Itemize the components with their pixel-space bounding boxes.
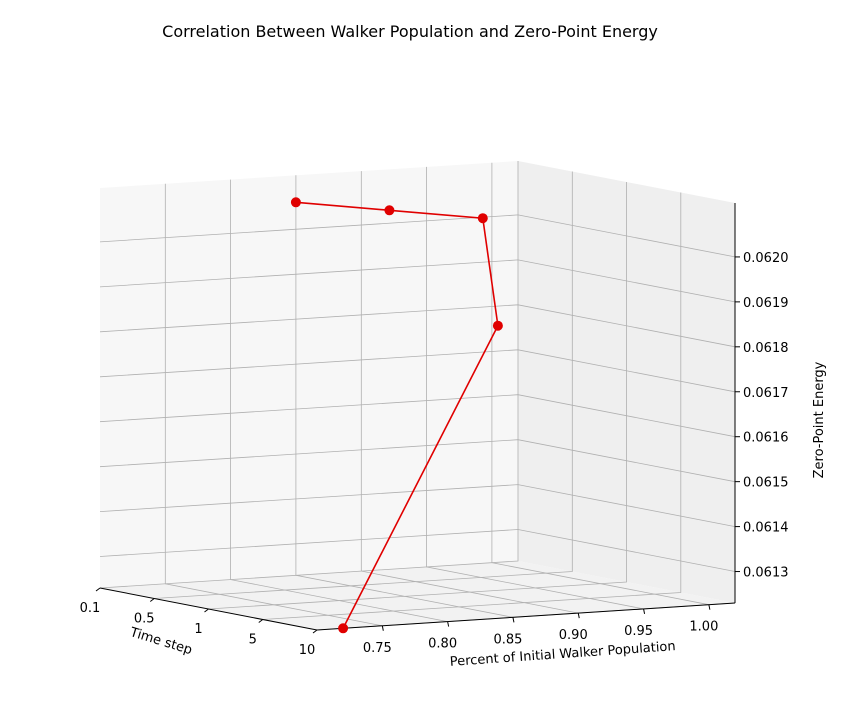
x-tick-label: 10 bbox=[299, 643, 316, 658]
data-point bbox=[338, 623, 349, 634]
x-tick-mark bbox=[258, 619, 264, 623]
z-tick-label: 0.0617 bbox=[743, 386, 789, 401]
back-pane bbox=[100, 161, 518, 588]
data-point bbox=[384, 205, 395, 216]
data-point bbox=[492, 320, 503, 331]
x-tick-mark bbox=[149, 598, 155, 602]
y-axis-line bbox=[316, 602, 736, 631]
z-tick-label: 0.0616 bbox=[743, 431, 789, 446]
z-gridline bbox=[99, 529, 736, 572]
z-gridline bbox=[99, 394, 736, 438]
series-line bbox=[290, 197, 503, 634]
z-tick-label: 0.0619 bbox=[743, 296, 789, 311]
y-tick-label: 0.95 bbox=[624, 624, 653, 639]
x-gridline bbox=[99, 161, 519, 589]
x-tick-mark bbox=[204, 608, 209, 613]
y-tick-label: 0.90 bbox=[559, 628, 588, 643]
z-gridline bbox=[99, 259, 736, 303]
data-point bbox=[290, 197, 301, 208]
x-gridline bbox=[208, 182, 627, 610]
y-tick-label: 0.85 bbox=[493, 632, 522, 647]
z-tick-label: 0.0615 bbox=[743, 476, 789, 491]
x-gridline bbox=[154, 171, 573, 599]
z-tick-label: 0.0620 bbox=[743, 251, 789, 266]
tick-labels: 0.1 0.5 1 5 10 0.75 0.80 0.85 0.90 0.95 1.00 0.0613… bbox=[80, 251, 789, 658]
z-gridline bbox=[99, 349, 736, 393]
x-tick-mark bbox=[312, 629, 318, 634]
x-gridline bbox=[262, 192, 682, 620]
z-gridline bbox=[99, 304, 736, 348]
y-tick-label: 0.80 bbox=[428, 637, 457, 652]
z-gridline bbox=[99, 484, 736, 527]
y-tick-mark bbox=[643, 608, 646, 615]
axes bbox=[95, 203, 740, 634]
y-tick-label: 0.75 bbox=[363, 641, 392, 656]
x-tick-label: 1 bbox=[194, 622, 202, 637]
y-tick-mark bbox=[447, 621, 450, 627]
z-gridline bbox=[99, 439, 736, 483]
z-tick-label: 0.0618 bbox=[743, 341, 789, 356]
x-tick-label: 0.1 bbox=[80, 601, 101, 616]
x-axis-label: Time step bbox=[127, 625, 194, 658]
y-tick-label: 1.00 bbox=[689, 620, 718, 635]
z-gridline bbox=[99, 214, 736, 258]
y-axis-label: Percent of Initial Walker Population bbox=[449, 639, 676, 670]
data-point bbox=[477, 213, 488, 224]
chart-title: Correlation Between Walker Population an… bbox=[162, 22, 658, 41]
z-tick-label: 0.0613 bbox=[743, 566, 789, 581]
x-tick-mark bbox=[95, 587, 101, 592]
z-axis-label: Zero-Point Energy bbox=[812, 361, 827, 478]
y-tick-mark bbox=[708, 604, 711, 610]
y-tick-mark bbox=[381, 625, 384, 631]
x-tick-label: 0.5 bbox=[134, 612, 155, 627]
z-tick-label: 0.0614 bbox=[743, 521, 789, 536]
y-tick-mark bbox=[512, 617, 515, 623]
x-tick-label: 5 bbox=[249, 633, 257, 648]
axes-panes bbox=[100, 161, 735, 630]
y-tick-mark bbox=[577, 613, 580, 619]
